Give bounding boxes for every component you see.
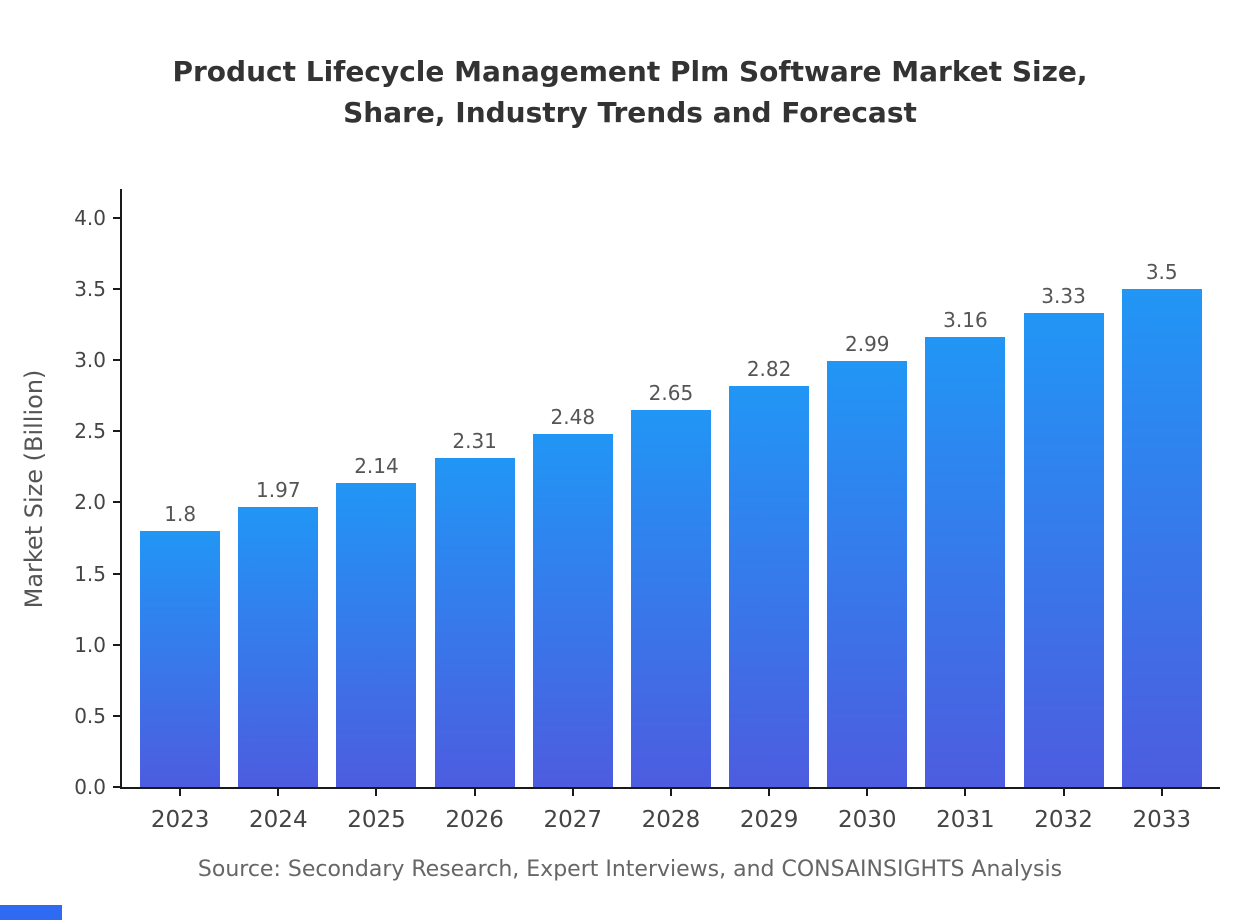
x-tick-mark bbox=[768, 789, 771, 797]
bar bbox=[336, 482, 417, 788]
x-tick-mark bbox=[964, 789, 967, 797]
x-tick-label: 2023 bbox=[150, 807, 210, 834]
x-tick-mark bbox=[1160, 789, 1163, 797]
y-tick-label: 2.5 bbox=[74, 419, 106, 444]
x-tick-mark bbox=[1062, 789, 1065, 797]
x-tick-label: 2026 bbox=[445, 807, 504, 834]
chart-title: Product Lifecycle Management Plm Softwar… bbox=[172, 55, 1088, 129]
bar bbox=[238, 506, 319, 788]
x-tick-label: 2028 bbox=[641, 807, 701, 834]
x-tick-label: 2033 bbox=[1132, 807, 1191, 834]
y-tick-mark bbox=[113, 501, 122, 504]
bar bbox=[434, 458, 515, 788]
bar-column: 1.97 2024 bbox=[238, 189, 319, 833]
bar-column: 2.14 2025 bbox=[336, 189, 417, 833]
bar bbox=[1121, 288, 1202, 788]
y-tick-label: 1.5 bbox=[74, 561, 106, 586]
y-tick-label: 3.5 bbox=[74, 276, 106, 301]
y-tick-mark bbox=[113, 572, 122, 575]
bar-value-label: 3.33 bbox=[1041, 284, 1086, 309]
bar-column: 2.65 2028 bbox=[630, 189, 711, 833]
y-tick-label: 3.0 bbox=[74, 348, 106, 373]
y-tick-mark bbox=[113, 287, 122, 290]
bar-value-label: 1.8 bbox=[164, 501, 197, 526]
y-tick-mark bbox=[113, 216, 122, 219]
bar bbox=[140, 530, 221, 788]
bar-column: 3.16 2031 bbox=[925, 189, 1006, 833]
y-tick-mark bbox=[113, 359, 122, 362]
bar-value-label: 3.16 bbox=[943, 308, 988, 333]
bar-column: 2.48 2027 bbox=[532, 189, 613, 833]
chart-region: Market Size (Billion) 1.8 2023 1.97 2024 2.1… bbox=[20, 189, 1220, 833]
bar-column: 2.31 2026 bbox=[434, 189, 515, 833]
bars-container: 1.8 2023 1.97 2024 2.14 2025 2.31 2026 2.48 2027 2… bbox=[122, 189, 1220, 833]
bar-value-label: 2.31 bbox=[452, 429, 497, 454]
plot-area: 1.8 2023 1.97 2024 2.14 2025 2.31 2026 2.48 2027 2… bbox=[74, 189, 1220, 833]
y-tick-label: 0.5 bbox=[74, 704, 106, 728]
y-tick-label: 0.0 bbox=[74, 775, 106, 800]
bar bbox=[1023, 313, 1104, 788]
x-tick-mark bbox=[669, 789, 672, 797]
bar bbox=[532, 434, 613, 788]
watermark-strip bbox=[0, 905, 62, 920]
bar bbox=[827, 361, 908, 788]
bar-value-label: 2.82 bbox=[746, 356, 792, 381]
bar-column: 2.82 2029 bbox=[729, 189, 810, 833]
bar-value-label: 2.48 bbox=[550, 405, 596, 430]
x-tick-mark bbox=[179, 789, 182, 797]
x-tick-label: 2027 bbox=[543, 807, 603, 834]
y-tick-label: 4.0 bbox=[74, 205, 106, 230]
bar-value-label: 1.97 bbox=[256, 477, 301, 502]
bar bbox=[630, 409, 711, 788]
bar bbox=[729, 385, 810, 788]
bar-column: 3.33 2032 bbox=[1023, 189, 1104, 833]
x-tick-mark bbox=[473, 789, 476, 797]
x-tick-mark bbox=[277, 789, 280, 797]
x-tick-label: 2030 bbox=[837, 807, 897, 834]
bar bbox=[925, 337, 1006, 788]
y-tick-label: 1.0 bbox=[74, 632, 106, 657]
x-tick-mark bbox=[571, 789, 574, 797]
source-note: Source: Secondary Research, Expert Inter… bbox=[197, 857, 1063, 883]
y-tick-mark bbox=[113, 430, 122, 433]
x-tick-label: 2029 bbox=[739, 807, 799, 834]
bar-column: 1.8 2023 bbox=[140, 189, 221, 833]
bar-value-label: 2.65 bbox=[648, 380, 694, 405]
x-tick-label: 2032 bbox=[1034, 807, 1093, 834]
bar-value-label: 2.14 bbox=[354, 453, 399, 478]
x-tick-label: 2031 bbox=[936, 807, 995, 834]
x-tick-mark bbox=[375, 789, 378, 797]
bar-column: 2.99 2030 bbox=[827, 189, 908, 833]
y-tick-mark bbox=[113, 786, 122, 789]
y-tick-mark bbox=[113, 715, 122, 717]
bar-column: 3.5 2033 bbox=[1121, 189, 1202, 833]
y-tick-mark bbox=[113, 643, 122, 646]
bar-value-label: 2.99 bbox=[844, 332, 890, 357]
y-tick-label: 2.0 bbox=[74, 490, 106, 515]
x-tick-label: 2024 bbox=[249, 807, 308, 834]
y-axis-title: Market Size (Billion) bbox=[20, 369, 48, 609]
bar-value-label: 3.5 bbox=[1145, 259, 1178, 284]
x-tick-mark bbox=[866, 789, 869, 797]
x-tick-label: 2025 bbox=[347, 807, 406, 834]
